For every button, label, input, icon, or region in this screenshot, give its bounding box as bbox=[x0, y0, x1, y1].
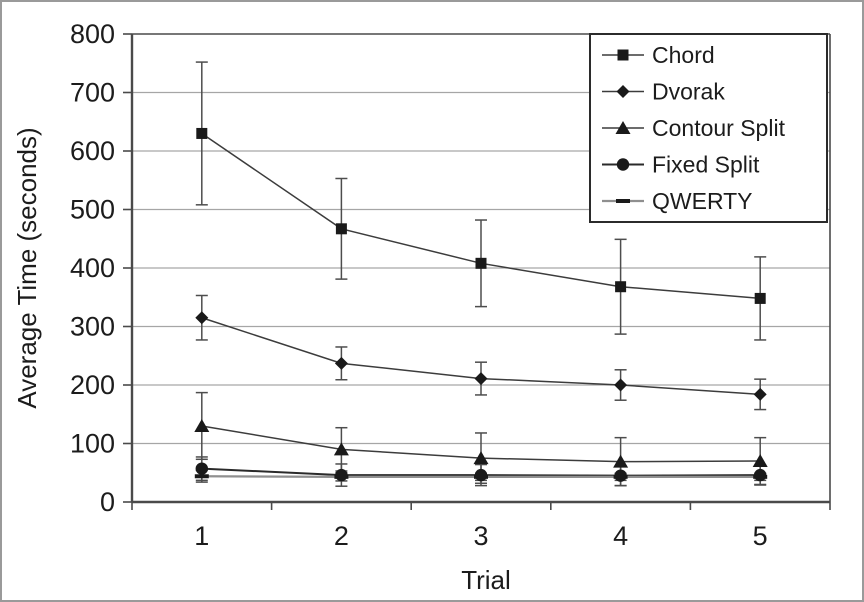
circle-marker bbox=[195, 462, 208, 475]
x-axis-title: Trial bbox=[461, 565, 511, 595]
diamond-marker bbox=[616, 85, 630, 98]
y-axis-title: Average Time (seconds) bbox=[12, 127, 42, 408]
dash-marker bbox=[613, 474, 628, 479]
triangle-marker bbox=[333, 442, 349, 456]
circle-marker bbox=[616, 158, 630, 171]
diamond-marker bbox=[474, 372, 488, 386]
y-tick-label: 600 bbox=[70, 136, 115, 166]
x-tick-label: 3 bbox=[473, 521, 488, 551]
square-marker bbox=[196, 127, 208, 139]
y-tick-label: 500 bbox=[70, 195, 115, 225]
square-marker bbox=[335, 223, 347, 235]
legend-item-chord: Chord bbox=[602, 42, 715, 68]
y-tick-label: 100 bbox=[70, 429, 115, 459]
diamond-marker bbox=[334, 356, 348, 370]
y-tick-label: 200 bbox=[70, 370, 115, 400]
y-tick-label: 0 bbox=[100, 487, 115, 517]
square-marker bbox=[615, 281, 627, 293]
dash-marker bbox=[474, 474, 488, 479]
x-tick-label: 4 bbox=[613, 521, 628, 551]
y-tick-label: 300 bbox=[70, 312, 115, 342]
triangle-marker bbox=[194, 418, 210, 432]
triangle-marker bbox=[613, 454, 629, 468]
dash-marker bbox=[753, 474, 768, 479]
diamond-marker bbox=[195, 311, 209, 325]
x-tick-label: 2 bbox=[334, 521, 349, 551]
legend-item-qwerty: QWERTY bbox=[602, 188, 753, 214]
axis-tick-labels: 0 100 200 300 400 500 600 700 800 1 2 3 4 5 bbox=[70, 19, 768, 551]
series-contour-split bbox=[194, 418, 768, 468]
legend-item-contour-split: Contour Split bbox=[602, 115, 786, 141]
axis-ticks bbox=[123, 33, 831, 510]
series-qwerty bbox=[194, 474, 768, 479]
x-tick-label: 1 bbox=[194, 521, 209, 551]
diamond-marker bbox=[614, 378, 628, 392]
gridlines bbox=[132, 91, 830, 445]
legend: Chord Dvorak Contour Split Fixed Split QWERT… bbox=[589, 33, 828, 223]
legend-label: Fixed Split bbox=[652, 152, 760, 178]
series-dvorak bbox=[195, 311, 767, 401]
square-marker bbox=[617, 49, 629, 61]
x-tick-label: 5 bbox=[753, 521, 768, 551]
legend-item-dvorak: Dvorak bbox=[602, 79, 725, 105]
dash-marker bbox=[194, 474, 209, 479]
legend-label: Contour Split bbox=[652, 115, 786, 141]
legend-item-fixed-split: Fixed Split bbox=[602, 152, 760, 178]
dash-marker bbox=[616, 199, 630, 203]
triangle-marker bbox=[615, 121, 631, 134]
data-series bbox=[194, 127, 768, 482]
y-tick-label: 800 bbox=[70, 19, 115, 49]
square-marker bbox=[475, 257, 487, 269]
legend-label: QWERTY bbox=[652, 188, 753, 214]
triangle-marker bbox=[752, 454, 768, 468]
square-marker bbox=[754, 292, 766, 304]
y-tick-label: 400 bbox=[70, 253, 115, 283]
legend-label: Chord bbox=[652, 42, 715, 68]
legend-label: Dvorak bbox=[652, 79, 725, 105]
triangle-marker bbox=[473, 451, 489, 465]
diamond-marker bbox=[753, 387, 767, 401]
series-chord bbox=[196, 127, 766, 304]
y-tick-label: 700 bbox=[70, 78, 115, 108]
dash-marker bbox=[334, 474, 349, 479]
